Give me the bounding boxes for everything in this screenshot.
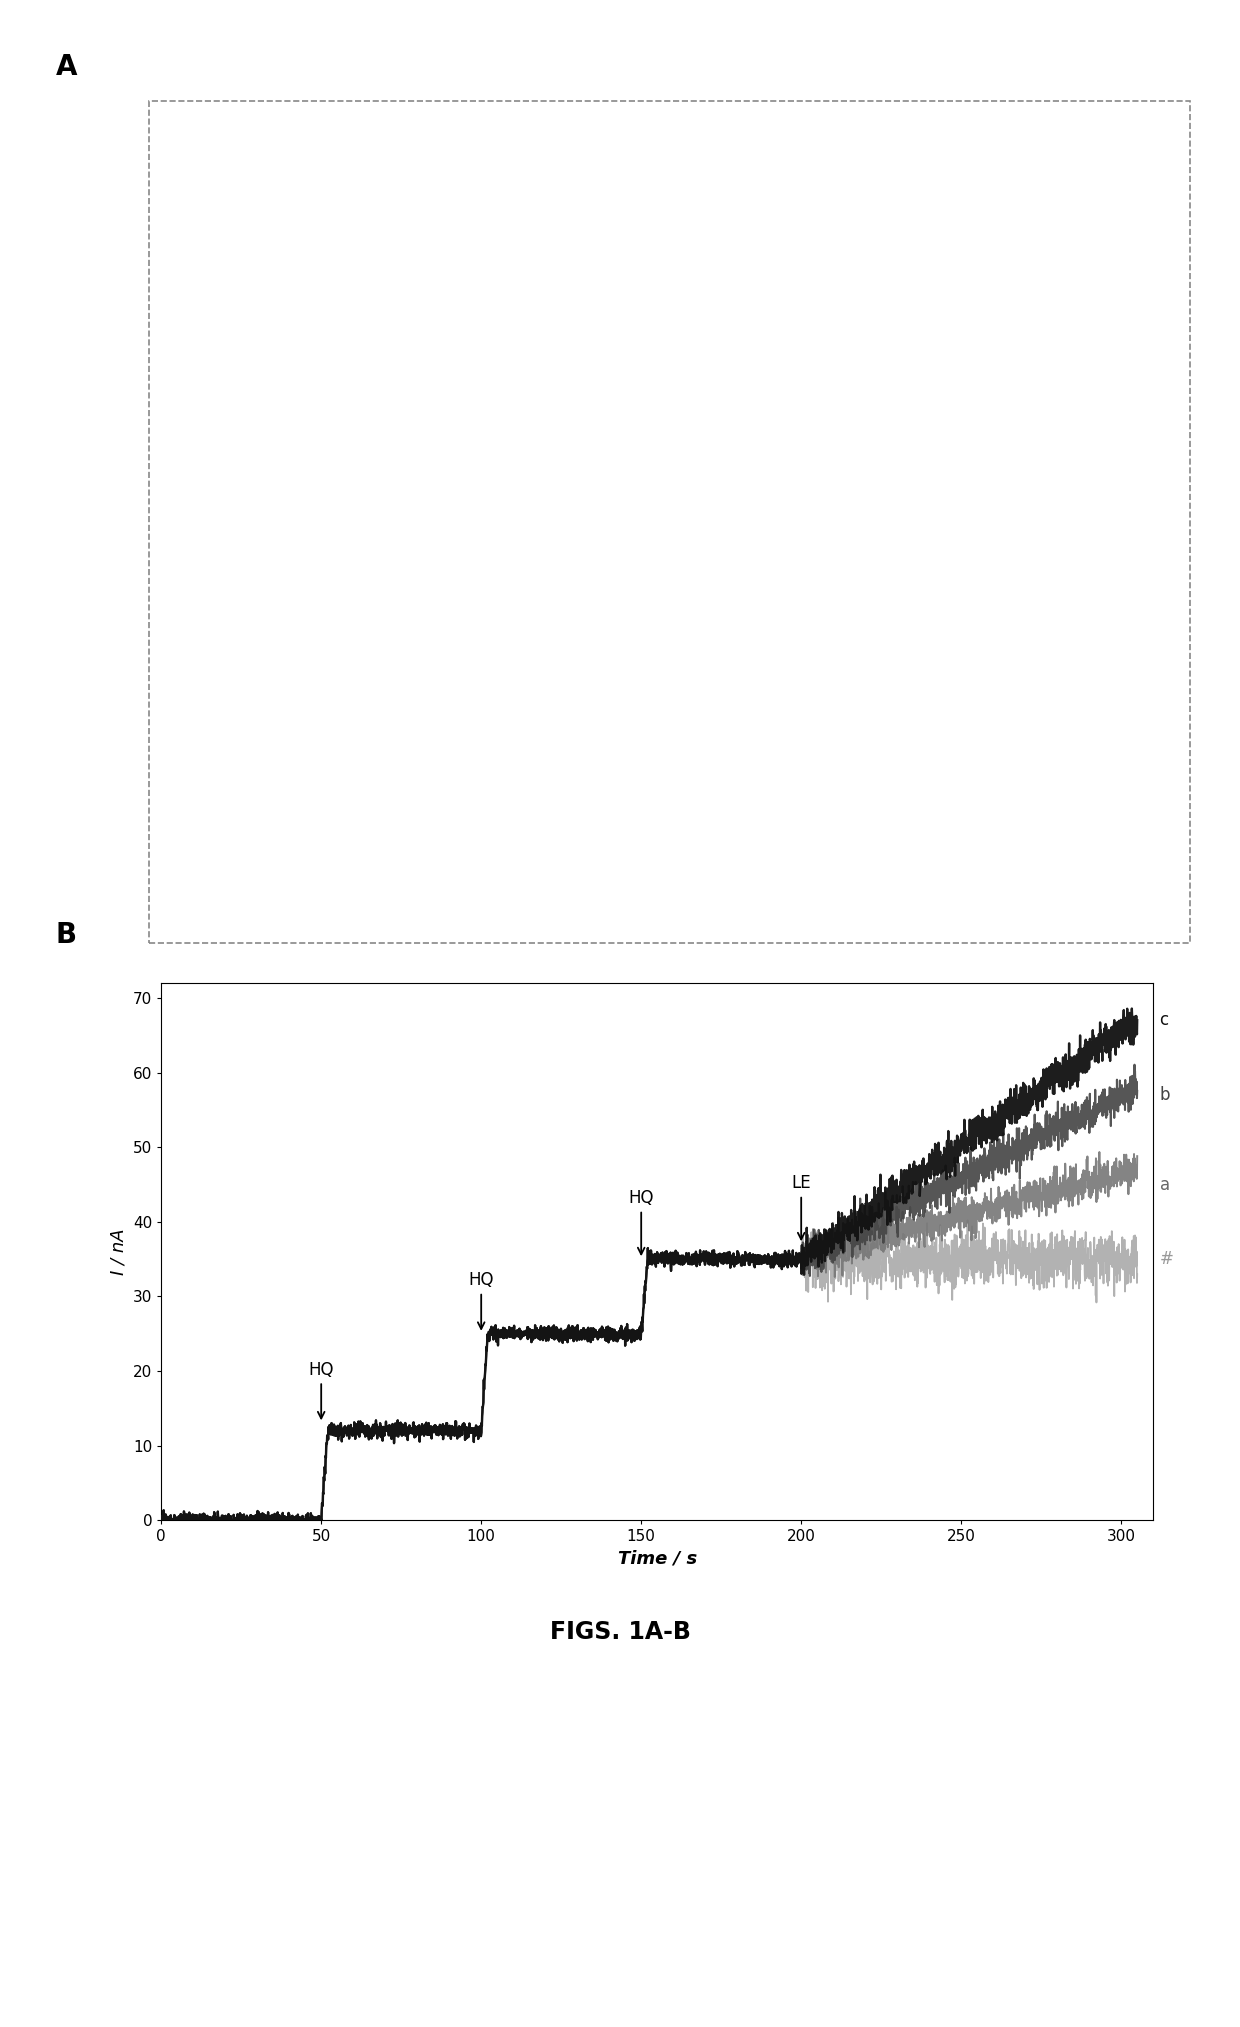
X-axis label: Time / s: Time / s bbox=[618, 1551, 697, 1567]
Text: FIGS. 1A-B: FIGS. 1A-B bbox=[549, 1620, 691, 1644]
Text: HQ: HQ bbox=[469, 1271, 494, 1330]
Y-axis label: I / nA: I / nA bbox=[109, 1228, 128, 1275]
Text: A: A bbox=[653, 270, 675, 298]
Text: c: c bbox=[1159, 1011, 1169, 1030]
Y-axis label: Current (nA): Current (nA) bbox=[300, 474, 315, 570]
X-axis label: Time (s): Time (s) bbox=[712, 910, 789, 928]
Text: HQ: HQ bbox=[309, 1360, 334, 1419]
Text: B: B bbox=[56, 920, 77, 949]
Text: LE: LE bbox=[791, 1174, 811, 1238]
Text: a: a bbox=[1159, 1176, 1169, 1194]
Text: A: A bbox=[56, 53, 77, 81]
Text: #: # bbox=[1159, 1251, 1173, 1269]
Text: b: b bbox=[1159, 1086, 1171, 1105]
Text: HQ: HQ bbox=[629, 1190, 653, 1255]
